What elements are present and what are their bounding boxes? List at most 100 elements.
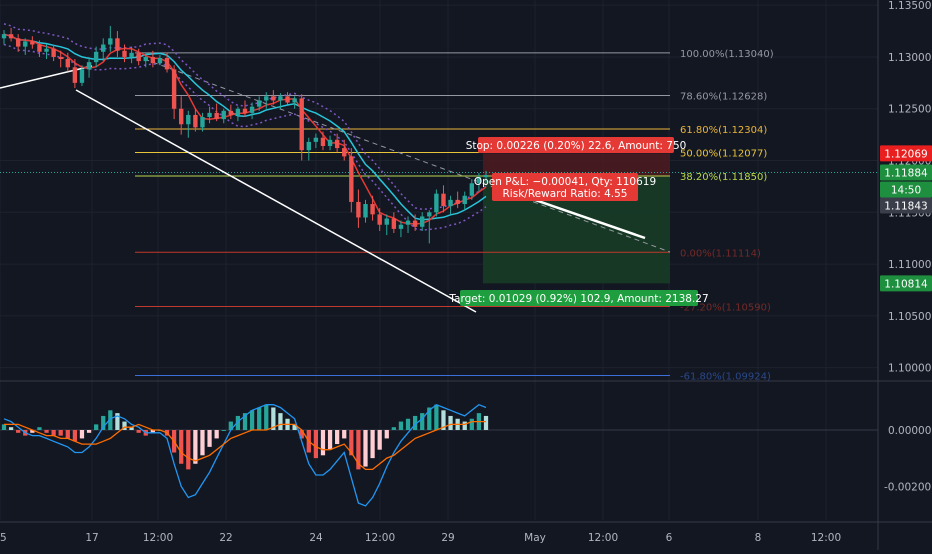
macd-histogram-bar — [335, 430, 340, 445]
envelope-band — [3, 23, 487, 231]
price-badge — [880, 145, 932, 162]
macd-histogram-bar — [214, 430, 219, 439]
candle-body — [143, 56, 148, 62]
candle-body — [292, 98, 297, 103]
candle-body — [51, 48, 56, 57]
candle-body — [37, 44, 42, 52]
macd-histogram-bar — [200, 430, 205, 456]
candle-body — [129, 52, 134, 57]
macd-histogram-bar — [58, 430, 63, 436]
candle-body — [455, 199, 460, 205]
macd-histogram-bar — [179, 430, 184, 464]
candle-body — [462, 195, 467, 205]
candle-body — [193, 114, 198, 128]
candle-body — [448, 199, 453, 207]
candle-body — [342, 148, 347, 157]
macd-line — [3, 403, 487, 507]
time-tick-label: 12:00 — [588, 532, 618, 544]
candle-body — [115, 38, 120, 51]
macd-histogram-bar — [235, 415, 241, 430]
price-badge — [880, 181, 932, 198]
candle-body — [327, 139, 333, 147]
macd-histogram-bar — [292, 424, 297, 430]
candlesticks — [1, 25, 489, 244]
macd-histogram-bar — [420, 413, 425, 430]
candle-body — [256, 100, 262, 107]
candle-body — [264, 96, 269, 101]
candle-body — [44, 48, 49, 52]
price-tick-label: 1.10500 — [888, 311, 931, 323]
macd-histogram-bar — [108, 410, 113, 430]
trendline-dashed — [135, 55, 671, 253]
fib-label: 61.80%(1.12304) — [680, 125, 767, 136]
macd-signal-line — [4, 420, 486, 471]
price-badge-label: 1.11884 — [884, 168, 928, 180]
price-badge-label: 1.10814 — [884, 278, 928, 290]
macd-histogram-bar — [363, 430, 368, 467]
candle-body — [8, 34, 14, 39]
candle-body — [349, 156, 354, 202]
fib-label: 100.00%(1.13040) — [680, 49, 774, 60]
candle-body — [200, 117, 205, 128]
macd-histogram-bar — [257, 407, 262, 430]
candle-body — [398, 224, 404, 229]
candle-body — [221, 110, 226, 120]
position-labels[interactable]: Stop: 0.00226 (0.20%) 22.6, Amount: 750 O… — [448, 137, 709, 306]
macd-histogram-bar — [44, 430, 49, 433]
price-badge — [880, 275, 932, 292]
stop-label-text: Stop: 0.00226 (0.20%) 22.6, Amount: 750 — [466, 140, 687, 152]
time-tick-label: 12:00 — [365, 532, 395, 544]
candle-body — [15, 38, 21, 47]
price-badge-label: 14:50 — [891, 185, 921, 197]
candle-body — [228, 110, 234, 115]
macd-histogram-bar — [79, 430, 85, 439]
macd-histogram-bar — [370, 430, 375, 459]
macd-histogram-bar — [327, 430, 333, 450]
candle-body — [136, 52, 141, 62]
macd-tick-label: 0.00000 — [888, 425, 931, 437]
time-tick-label: 29 — [441, 532, 454, 544]
candle-body — [391, 218, 397, 229]
macd-histogram-bar — [94, 424, 99, 430]
fib-label: 0.00%(1.11114) — [680, 248, 761, 259]
macd-histogram-bar — [320, 430, 326, 456]
candle-body — [171, 69, 177, 109]
candle-body — [441, 193, 446, 207]
candle-body — [483, 175, 489, 178]
candle-body — [434, 193, 439, 213]
macd-histogram-bar — [349, 430, 354, 456]
macd-histogram-bar — [65, 430, 70, 439]
time-tick-label: 12:00 — [143, 532, 173, 544]
macd-histogram-bar — [398, 421, 404, 430]
candle-body — [207, 112, 212, 118]
fib-label: -61.80%(1.09924) — [680, 372, 771, 383]
macd-histogram-bar — [136, 430, 141, 433]
macd-histogram-bar — [242, 413, 248, 430]
macd-histogram-bar — [434, 404, 439, 430]
macd-histogram-bar — [16, 430, 21, 433]
macd-histogram-bar — [207, 430, 212, 447]
macd-histogram-bar — [122, 421, 127, 430]
price-badge — [880, 164, 932, 181]
macd-histogram-bar — [405, 418, 411, 430]
candle-body — [313, 137, 319, 142]
candle-body — [377, 214, 382, 225]
macd-histogram-bar — [37, 427, 42, 430]
stop-zone — [483, 153, 670, 177]
candle-body — [249, 106, 255, 113]
pnl-label-text: Open P&L: −0.00041, Qty: 110619 — [474, 176, 656, 188]
fibonacci-levels[interactable]: 100.00%(1.13040) 78.60%(1.12628) 61.80%(1.… — [0, 49, 878, 383]
candle-body — [150, 56, 156, 64]
candle-body — [320, 137, 326, 147]
macd-histogram-bar — [115, 413, 120, 430]
stop-label-box — [478, 137, 674, 153]
macd-histogram-bar — [299, 430, 304, 439]
macd-histogram-bar — [72, 430, 78, 442]
time-tick-label: 17 — [85, 532, 98, 544]
time-tick-label: May — [524, 532, 546, 544]
